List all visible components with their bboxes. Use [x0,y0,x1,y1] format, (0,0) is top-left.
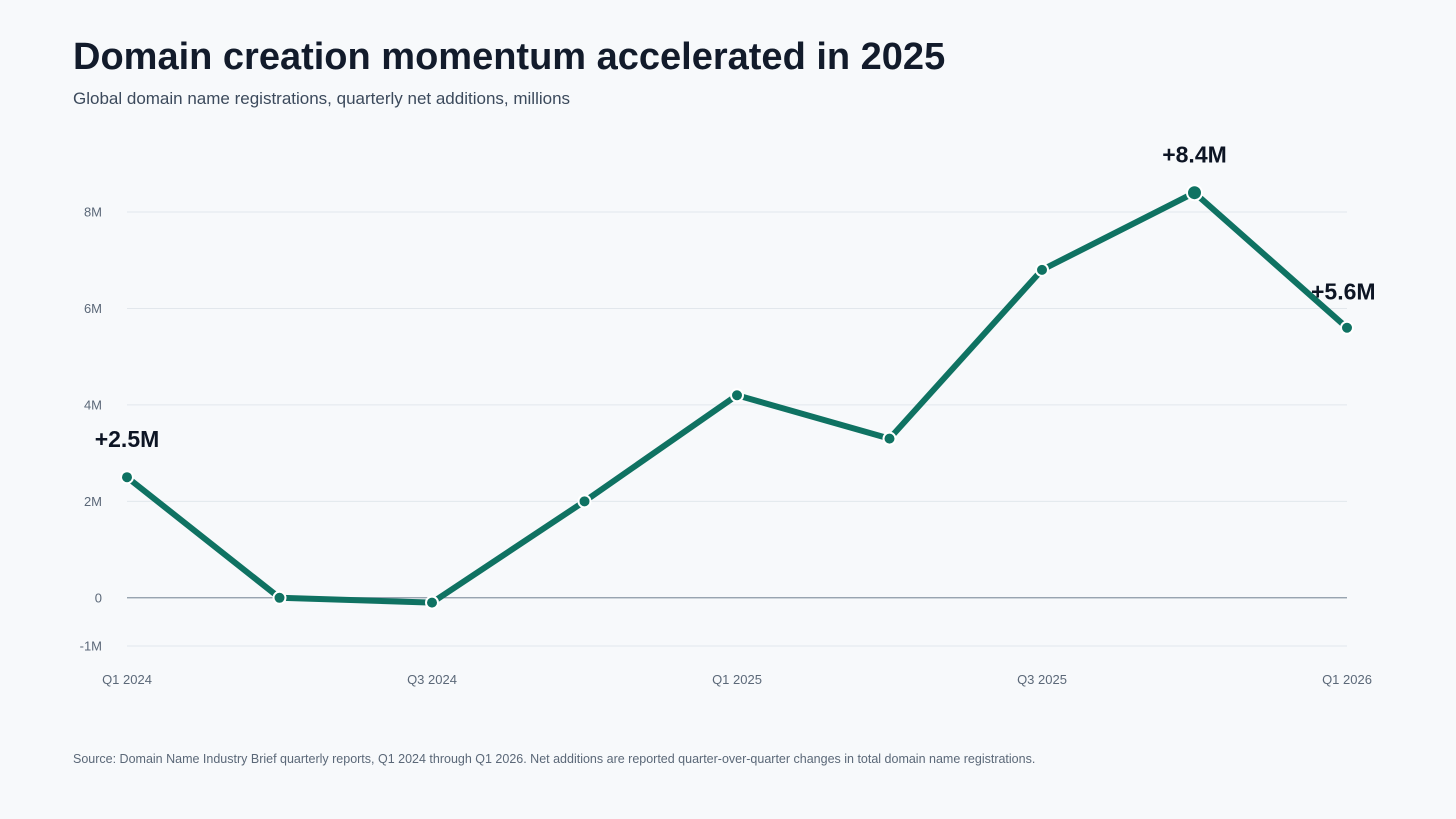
axis-labels: -1M 0 2M 4M 6M 8M Q1 2024 Q3 2024 Q1 2025 Q3 2025… [80,205,1372,688]
y-tick-label: 4M [84,397,102,412]
chart-title: Domain creation momentum accelerated in … [73,36,946,78]
data-point [1035,262,1049,277]
data-point [120,470,134,485]
y-tick-label: -1M [80,639,102,654]
x-tick-label: Q1 2024 [102,672,152,687]
data-point [1340,320,1354,335]
value-annotation: +2.5M [95,426,160,452]
y-tick-label: 2M [84,494,102,509]
x-tick-label: Q3 2024 [407,672,457,687]
annotation-layer: +2.5M +8.4M +5.6M [95,142,1376,453]
y-tick-label: 6M [84,301,102,316]
x-tick-label: Q1 2026 [1322,672,1372,687]
series-layer [120,184,1354,610]
data-point [882,431,897,446]
x-tick-label: Q1 2025 [712,672,762,687]
data-point [272,590,287,605]
y-tick-label: 0 [95,590,102,605]
data-point [577,494,592,509]
x-tick-label: Q3 2025 [1017,672,1067,687]
source-note: Source: Domain Name Industry Brief quart… [73,752,1036,766]
value-annotation: +5.6M [1311,279,1376,305]
chart-subtitle: Global domain name registrations, quarte… [73,89,571,108]
grid-layer [127,211,1347,647]
y-tick-label: 8M [84,205,102,220]
data-point [730,388,744,403]
value-annotation: +8.4M [1162,142,1227,168]
data-point [1186,184,1203,202]
data-point [425,595,439,610]
